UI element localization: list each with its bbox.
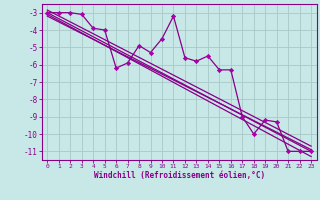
X-axis label: Windchill (Refroidissement éolien,°C): Windchill (Refroidissement éolien,°C): [94, 171, 265, 180]
